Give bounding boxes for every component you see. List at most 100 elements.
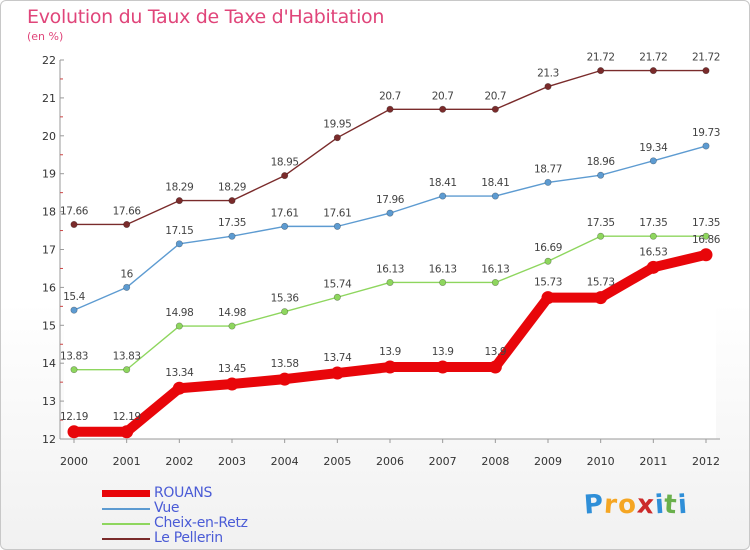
data-label: 16.13 xyxy=(481,263,509,275)
data-label: 17.35 xyxy=(587,217,615,229)
data-point xyxy=(597,171,605,179)
data-label: 17.66 xyxy=(60,205,89,217)
x-tick-label: 2010 xyxy=(587,455,615,468)
data-label: 18.96 xyxy=(587,156,616,168)
data-point xyxy=(544,257,552,265)
y-tick-label: 19 xyxy=(42,168,56,181)
data-label: 13.9 xyxy=(432,346,454,358)
data-point xyxy=(649,157,657,165)
chart-title: Evolution du Taux de Taxe d'Habitation xyxy=(27,6,385,28)
y-tick-label: 21 xyxy=(42,92,56,105)
data-label: 20.7 xyxy=(379,90,401,102)
axis-layer: 12 13 14 15 16 17 18 19 20 21 22 2000 2001 2002 2003 20… xyxy=(42,54,720,468)
data-label: 13.83 xyxy=(113,351,141,363)
data-point xyxy=(281,222,289,230)
data-label: 17.35 xyxy=(218,217,246,229)
data-label: 15.4 xyxy=(63,291,85,303)
data-point xyxy=(646,260,660,274)
data-point xyxy=(281,308,289,316)
data-label: 17.96 xyxy=(376,194,405,206)
y-tick-label: 14 xyxy=(42,357,56,370)
data-point xyxy=(123,366,131,374)
legend-swatch xyxy=(102,538,150,540)
data-point xyxy=(386,105,394,113)
data-label: 17.15 xyxy=(165,225,193,237)
data-label: 16.86 xyxy=(692,234,721,246)
y-tick-label: 12 xyxy=(42,433,56,446)
legend-label: Le Pellerin xyxy=(154,530,223,546)
data-point xyxy=(436,360,450,374)
x-tick-label: 2005 xyxy=(323,455,351,468)
data-label-layer: 12.19 12.19 13.34 13.45 13.58 13.74 13.9 13.9 13… xyxy=(60,52,721,423)
data-label: 21.72 xyxy=(587,52,615,64)
x-tick-label: 2000 xyxy=(60,455,88,468)
data-point xyxy=(123,220,131,228)
data-label: 17.35 xyxy=(639,217,667,229)
data-point xyxy=(330,366,344,380)
data-point xyxy=(544,178,552,186)
data-label: 21.3 xyxy=(537,68,559,80)
data-point xyxy=(386,278,394,286)
data-label: 13.45 xyxy=(218,363,246,375)
y-tick-label: 17 xyxy=(42,244,56,257)
data-label: 14.98 xyxy=(218,307,246,319)
data-point xyxy=(228,197,236,205)
data-point xyxy=(491,105,499,113)
x-tick-label: 2002 xyxy=(165,455,193,468)
y-tick-label: 15 xyxy=(42,319,56,332)
data-point xyxy=(333,293,341,301)
data-point xyxy=(383,360,397,374)
data-point xyxy=(597,67,605,75)
y-tick-label: 13 xyxy=(42,395,56,408)
y-tick-label: 18 xyxy=(42,206,56,219)
data-label: 16 xyxy=(120,268,133,280)
data-point xyxy=(172,381,186,395)
legend-label: ROUANS xyxy=(154,485,213,501)
data-point xyxy=(281,172,289,180)
legend-swatch xyxy=(102,508,150,510)
y-tick-label: 16 xyxy=(42,281,56,294)
logo-letter: o xyxy=(616,489,638,521)
data-point xyxy=(594,291,608,305)
x-tick-label: 2004 xyxy=(271,455,299,468)
data-label: 19.95 xyxy=(323,119,351,131)
data-point xyxy=(175,322,183,330)
y-tick-label: 20 xyxy=(42,130,56,143)
data-point xyxy=(491,278,499,286)
grid-layer xyxy=(64,60,716,439)
data-point xyxy=(488,360,502,374)
data-label: 16.53 xyxy=(639,246,667,258)
data-label: 19.73 xyxy=(692,127,720,139)
data-point xyxy=(439,105,447,113)
data-label: 15.73 xyxy=(587,277,615,289)
data-point xyxy=(228,232,236,240)
logo-letter: P xyxy=(582,489,606,521)
logo-letter: i xyxy=(676,489,689,521)
data-point xyxy=(699,248,713,262)
data-label: 15.36 xyxy=(271,293,300,305)
legend-label: Vue xyxy=(154,500,180,516)
data-label: 18.29 xyxy=(218,182,246,194)
x-tick-label: 2003 xyxy=(218,455,246,468)
data-label: 13.9 xyxy=(484,346,506,358)
data-point xyxy=(70,306,78,314)
data-point xyxy=(278,372,292,386)
series-layer xyxy=(67,67,713,439)
plot-area xyxy=(64,60,716,439)
data-point xyxy=(70,366,78,374)
x-tick-label: 2009 xyxy=(534,455,562,468)
data-label: 13.9 xyxy=(379,346,401,358)
x-tick-label: 2001 xyxy=(113,455,141,468)
y-unit-label: (en %) xyxy=(27,30,64,43)
data-label: 16.13 xyxy=(429,263,457,275)
data-label: 12.19 xyxy=(113,411,141,423)
data-point xyxy=(649,67,657,75)
data-label: 16.69 xyxy=(534,242,562,254)
legend-label: Cheix-en-Retz xyxy=(154,515,248,531)
data-point xyxy=(120,425,134,439)
data-point xyxy=(702,232,710,240)
data-point xyxy=(491,192,499,200)
data-point xyxy=(67,425,81,439)
data-label: 14.98 xyxy=(165,307,193,319)
data-label: 15.73 xyxy=(534,277,562,289)
